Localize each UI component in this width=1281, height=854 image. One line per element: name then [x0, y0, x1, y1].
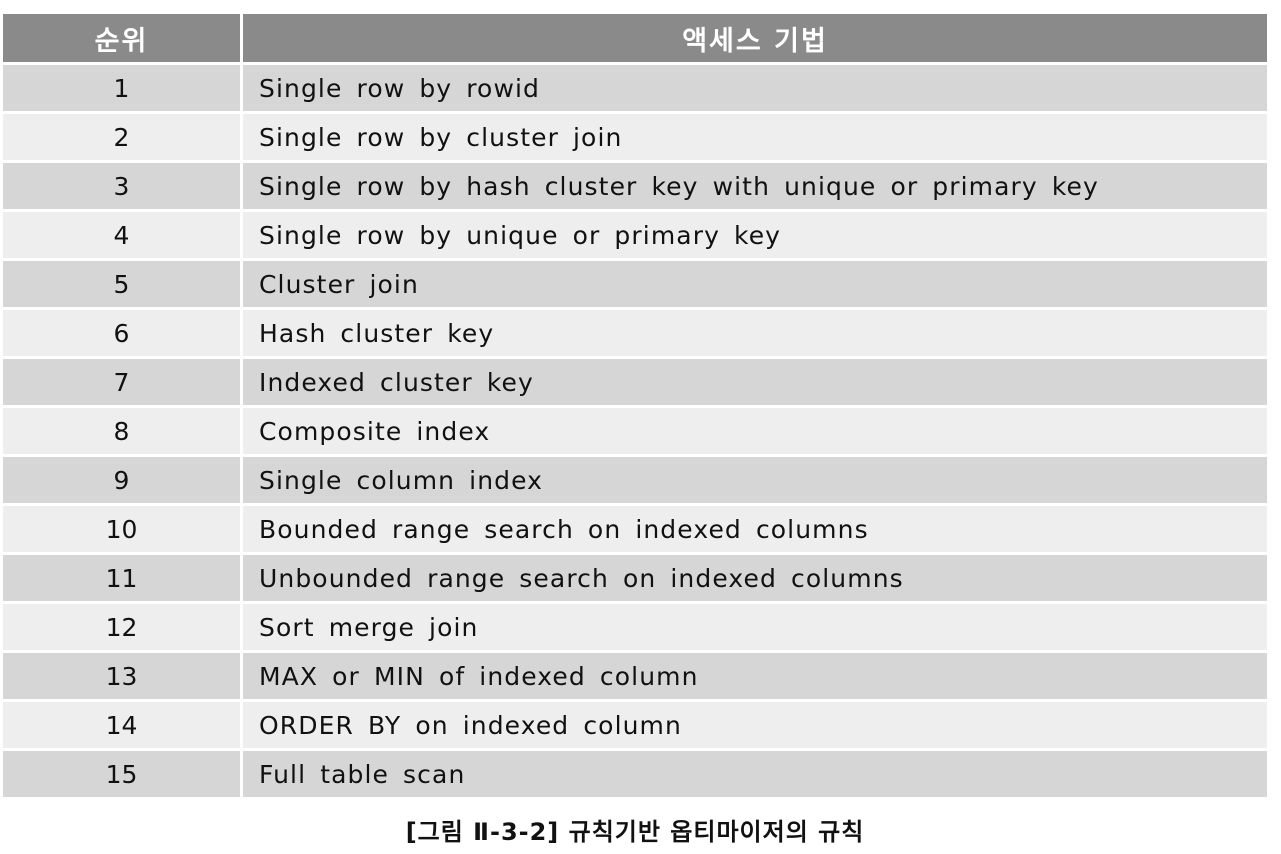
- table-row: 12 Sort merge join: [3, 604, 1267, 653]
- access-method-column-header: 액세스 기법: [243, 14, 1267, 65]
- rank-cell: 14: [3, 702, 243, 751]
- rank-cell: 13: [3, 653, 243, 702]
- table-row: 9 Single column index: [3, 457, 1267, 506]
- table-row: 11 Unbounded range search on indexed col…: [3, 555, 1267, 604]
- rank-cell: 9: [3, 457, 243, 506]
- table-row: 6 Hash cluster key: [3, 310, 1267, 359]
- table-row: 13 MAX or MIN of indexed column: [3, 653, 1267, 702]
- access-method-cell: Bounded range search on indexed columns: [243, 506, 1267, 555]
- access-method-cell: Hash cluster key: [243, 310, 1267, 359]
- access-method-cell: MAX or MIN of indexed column: [243, 653, 1267, 702]
- rank-cell: 2: [3, 114, 243, 163]
- figure-caption: [그림 Ⅱ-3-2] 규칙기반 옵티마이저의 규칙: [405, 818, 865, 846]
- access-method-cell: Single row by unique or primary key: [243, 212, 1267, 261]
- rank-cell: 8: [3, 408, 243, 457]
- table-row: 8 Composite index: [3, 408, 1267, 457]
- table-row: 2 Single row by cluster join: [3, 114, 1267, 163]
- access-method-cell: ORDER BY on indexed column: [243, 702, 1267, 751]
- access-method-cell: Indexed cluster key: [243, 359, 1267, 408]
- rank-column-header: 순위: [3, 14, 243, 65]
- access-method-cell: Single row by hash cluster key with uniq…: [243, 163, 1267, 212]
- rank-cell: 3: [3, 163, 243, 212]
- access-method-cell: Unbounded range search on indexed column…: [243, 555, 1267, 604]
- table-row: 14 ORDER BY on indexed column: [3, 702, 1267, 751]
- rank-cell: 15: [3, 751, 243, 800]
- rank-cell: 11: [3, 555, 243, 604]
- access-method-cell: Single row by rowid: [243, 65, 1267, 114]
- access-method-cell: Cluster join: [243, 261, 1267, 310]
- table-row: 3 Single row by hash cluster key with un…: [3, 163, 1267, 212]
- access-method-cell: Composite index: [243, 408, 1267, 457]
- access-method-cell: Full table scan: [243, 751, 1267, 800]
- table-row: 7 Indexed cluster key: [3, 359, 1267, 408]
- access-method-cell: Single row by cluster join: [243, 114, 1267, 163]
- rank-cell: 10: [3, 506, 243, 555]
- table-header-row: 순위 액세스 기법: [3, 14, 1267, 65]
- rank-cell: 12: [3, 604, 243, 653]
- rank-cell: 4: [3, 212, 243, 261]
- access-method-cell: Single column index: [243, 457, 1267, 506]
- table-row: 4 Single row by unique or primary key: [3, 212, 1267, 261]
- rank-cell: 6: [3, 310, 243, 359]
- rank-cell: 7: [3, 359, 243, 408]
- table-row: 15 Full table scan: [3, 751, 1267, 800]
- rank-cell: 5: [3, 261, 243, 310]
- table-row: 10 Bounded range search on indexed colum…: [3, 506, 1267, 555]
- access-method-rank-table: 순위 액세스 기법 1 Single row by rowid 2 Single…: [3, 14, 1267, 800]
- rank-cell: 1: [3, 65, 243, 114]
- access-method-cell: Sort merge join: [243, 604, 1267, 653]
- table-row: 1 Single row by rowid: [3, 65, 1267, 114]
- table-row: 5 Cluster join: [3, 261, 1267, 310]
